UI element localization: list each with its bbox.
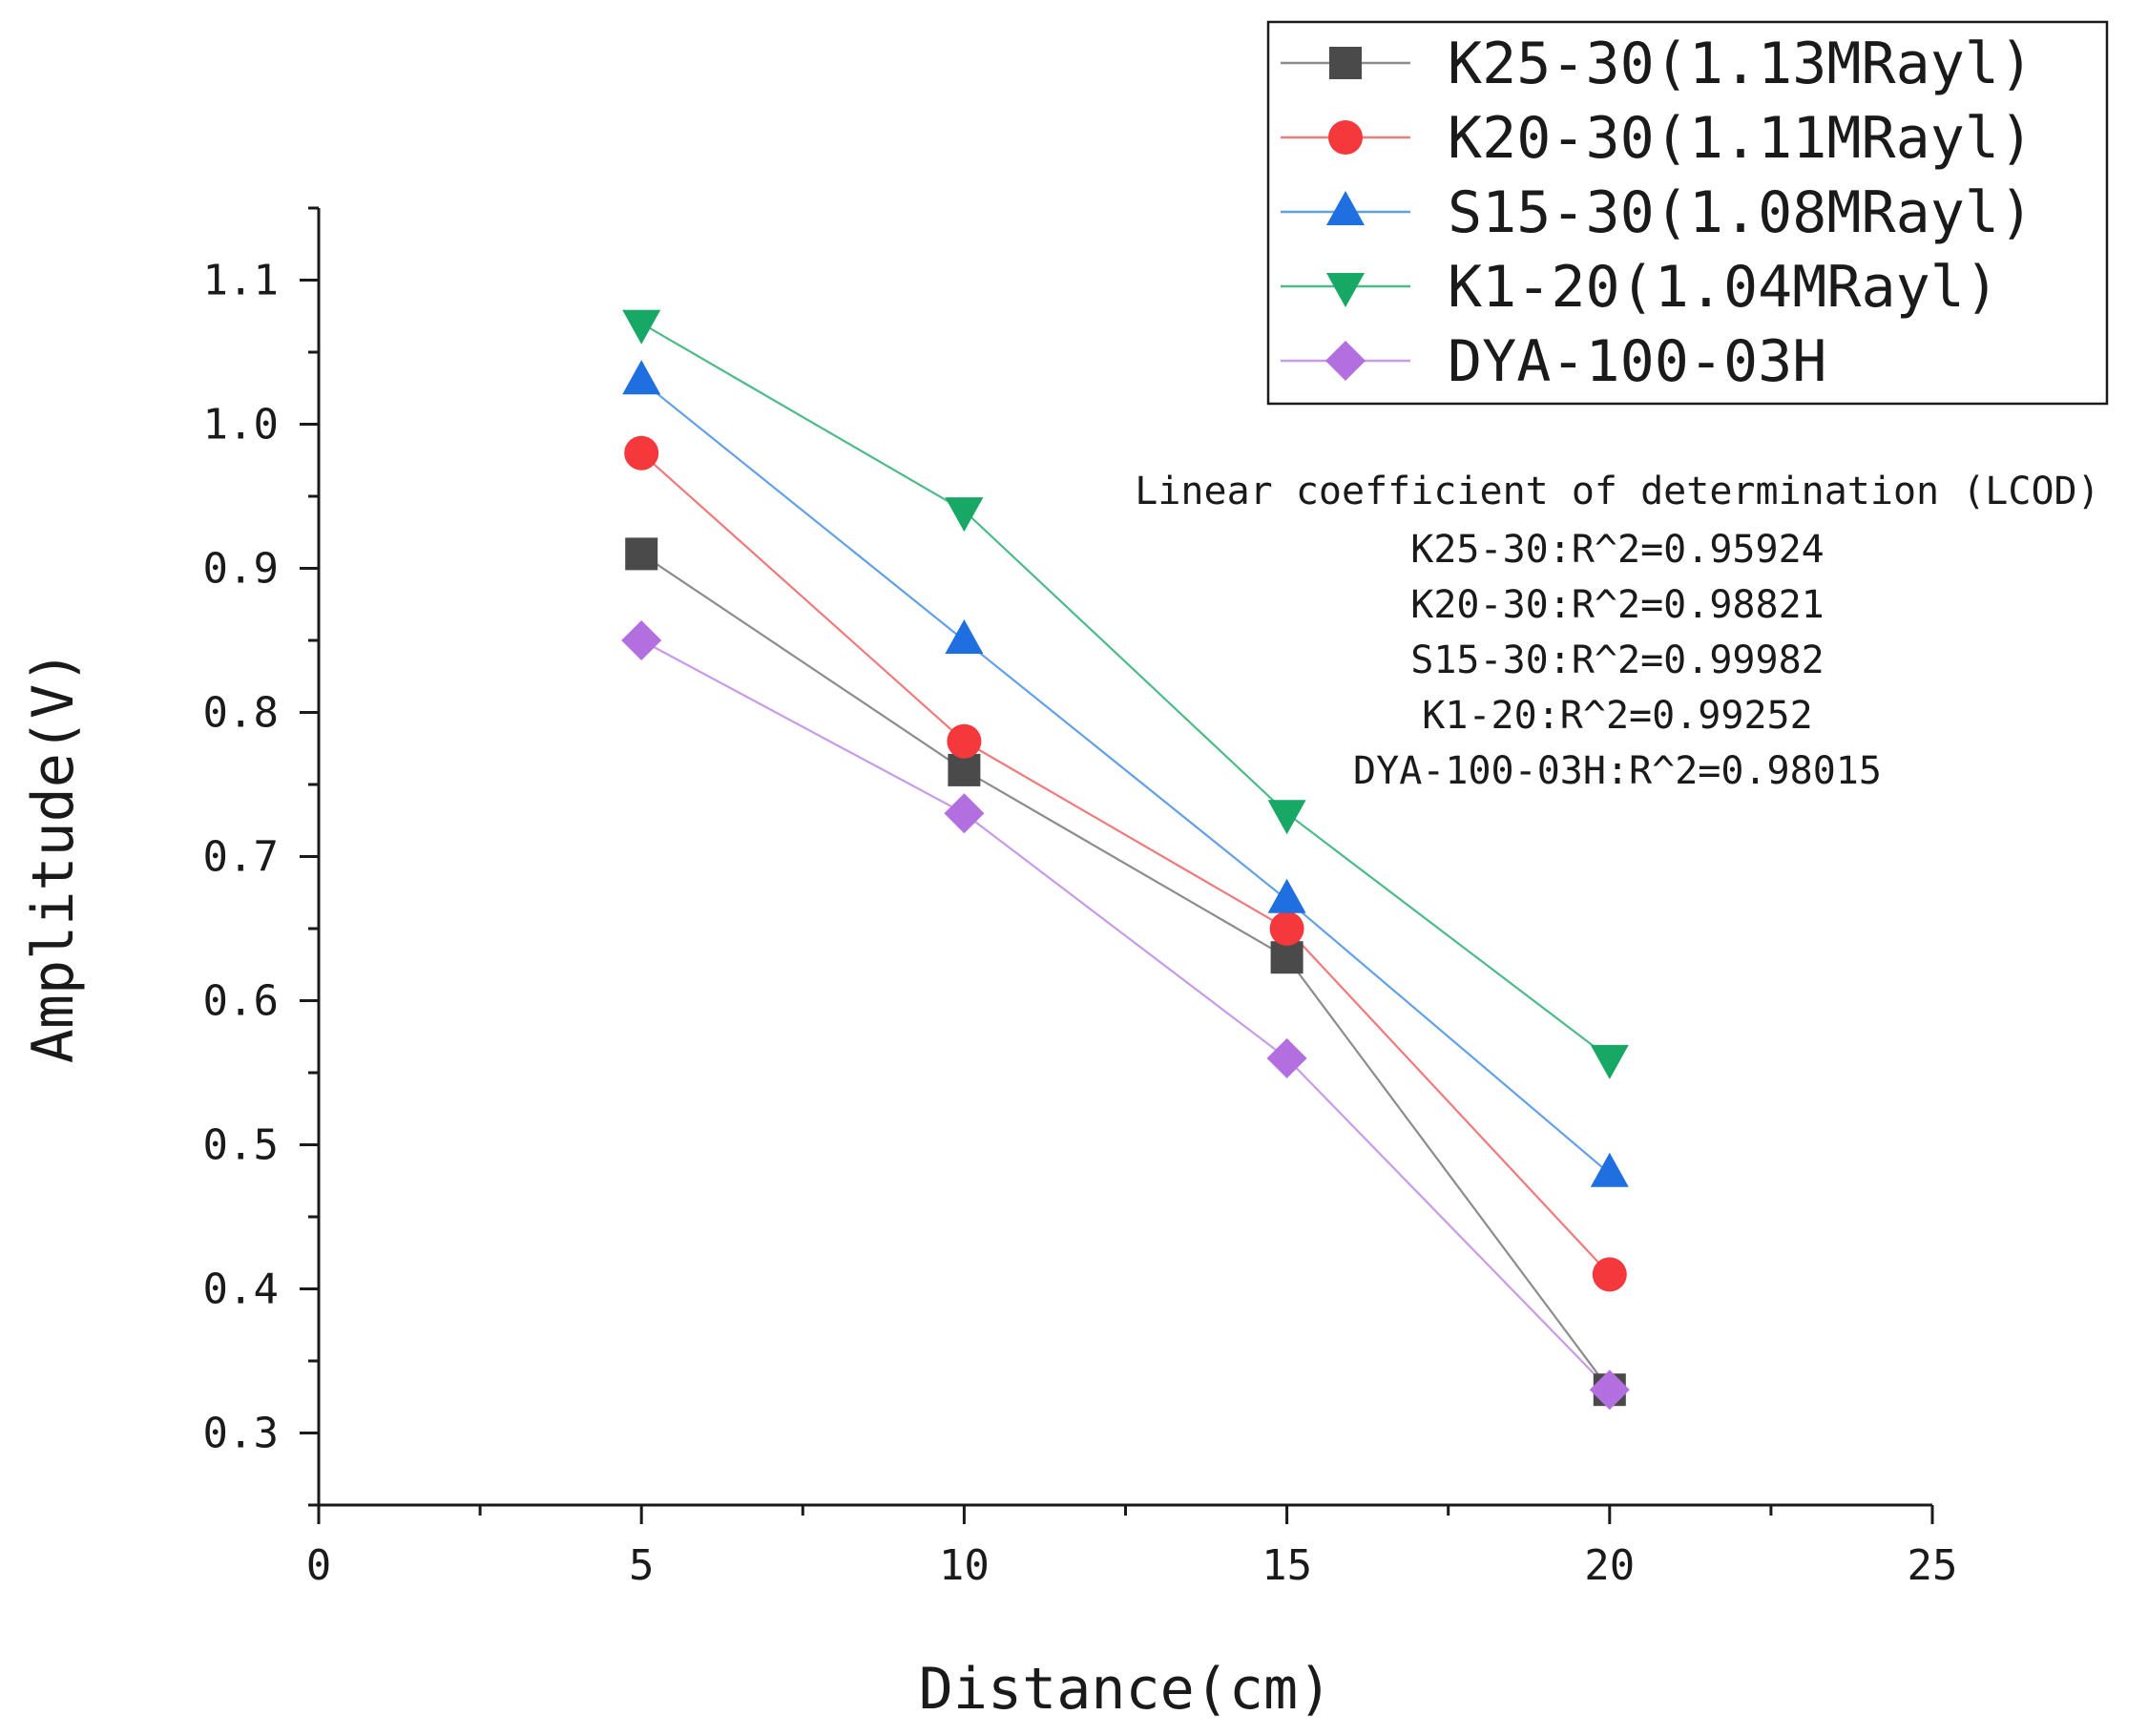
lcod-line: DYA-100-03H:R^2=0.98015 — [1353, 749, 1882, 793]
data-point-dya-100-03h-4 — [1589, 1370, 1630, 1411]
series-line-dya-100-03h — [640, 639, 1611, 1391]
x-tick-label: 10 — [939, 1541, 990, 1590]
data-point-s15-30-1-08mrayl-3 — [1267, 878, 1306, 913]
y-tick-label: 1.1 — [203, 257, 279, 305]
y-tick-label: 0.6 — [203, 977, 279, 1026]
data-point-dya-100-03h-1 — [621, 620, 662, 660]
data-point-k25-30-1-13mrayl-3 — [1270, 941, 1303, 974]
series-lines — [640, 322, 1611, 1391]
legend-marker-k25-30-1-13mrayl — [1329, 47, 1362, 79]
axes: 0 5 10 15 20 25 0.3 0.4 0.5 0.6 0.7 0.8 0.9 1.0 1.1 Dis… — [20, 206, 1958, 1723]
y-tick-label: 0.8 — [203, 689, 279, 738]
x-tick-label: 25 — [1908, 1541, 1958, 1590]
data-point-s15-30-1-08mrayl-1 — [622, 360, 661, 395]
data-point-k1-20-1-04mrayl-1 — [622, 309, 661, 345]
data-point-s15-30-1-08mrayl-4 — [1590, 1152, 1629, 1187]
x-axis-title: Distance(cm) — [919, 1656, 1332, 1723]
data-point-dya-100-03h-2 — [944, 793, 985, 834]
series-markers — [621, 309, 1630, 1411]
data-point-k20-30-1-11mrayl-4 — [1592, 1257, 1627, 1292]
y-tick-label: 0.3 — [203, 1410, 279, 1458]
legend-marker-s15-30-1-08mrayl — [1326, 191, 1365, 225]
lcod-line: S15-30:R^2=0.99982 — [1410, 638, 1824, 682]
y-axis-title: Amplitude(V) — [20, 650, 87, 1063]
y-tick-label: 0.5 — [203, 1121, 279, 1170]
legend-label-s15-30-1-08mrayl: S15-30(1.08MRayl) — [1448, 179, 2033, 246]
series-line-k25-30-1-13mrayl — [640, 553, 1611, 1391]
legend-label-dya-100-03h: DYA-100-03H — [1448, 328, 1826, 395]
data-point-k25-30-1-13mrayl-1 — [625, 537, 658, 571]
legend-marker-dya-100-03h — [1325, 341, 1366, 381]
data-point-k20-30-1-11mrayl-2 — [947, 723, 982, 759]
x-tick-label: 20 — [1584, 1541, 1635, 1590]
y-tick-label: 0.7 — [203, 833, 279, 882]
x-tick-label: 0 — [306, 1541, 332, 1590]
data-point-k25-30-1-13mrayl-2 — [948, 753, 981, 786]
data-point-k20-30-1-11mrayl-3 — [1269, 911, 1304, 946]
data-point-s15-30-1-08mrayl-2 — [945, 619, 984, 654]
lcod-line: K20-30:R^2=0.98821 — [1410, 583, 1824, 627]
lcod-annotation: Linear coefficient of determination (LCO… — [1135, 470, 2099, 793]
series-line-k20-30-1-11mrayl — [640, 451, 1611, 1276]
data-point-k1-20-1-04mrayl-2 — [945, 497, 984, 533]
x-tick-label: 15 — [1262, 1541, 1312, 1590]
x-tick-label: 5 — [629, 1541, 655, 1590]
legend-label-k25-30-1-13mrayl: K25-30(1.13MRayl) — [1448, 31, 2033, 97]
data-point-dya-100-03h-3 — [1266, 1037, 1307, 1078]
legend-label-k1-20-1-04mrayl: K1-20(1.04MRayl) — [1448, 254, 1999, 321]
legend-label-k20-30-1-11mrayl: K20-30(1.11MRayl) — [1448, 105, 2033, 172]
lcod-line: K1-20:R^2=0.99252 — [1422, 694, 1812, 738]
series-line-k1-20-1-04mrayl — [640, 322, 1611, 1059]
lcod-title: Linear coefficient of determination (LCO… — [1135, 470, 2099, 513]
y-tick-label: 0.9 — [203, 545, 279, 594]
series-line-s15-30-1-08mrayl — [640, 380, 1611, 1175]
legend: K25-30(1.13MRayl) K20-30(1.11MRayl) S15-30… — [1266, 20, 2109, 406]
data-point-k1-20-1-04mrayl-4 — [1590, 1044, 1629, 1079]
data-point-k1-20-1-04mrayl-3 — [1267, 800, 1306, 835]
lcod-line: K25-30:R^2=0.95924 — [1410, 528, 1824, 572]
data-point-k20-30-1-11mrayl-1 — [624, 435, 659, 471]
y-tick-label: 1.0 — [203, 401, 279, 450]
y-tick-label: 0.4 — [203, 1265, 279, 1314]
legend-marker-k20-30-1-11mrayl — [1328, 120, 1363, 155]
legend-marker-k1-20-1-04mrayl — [1326, 273, 1365, 307]
